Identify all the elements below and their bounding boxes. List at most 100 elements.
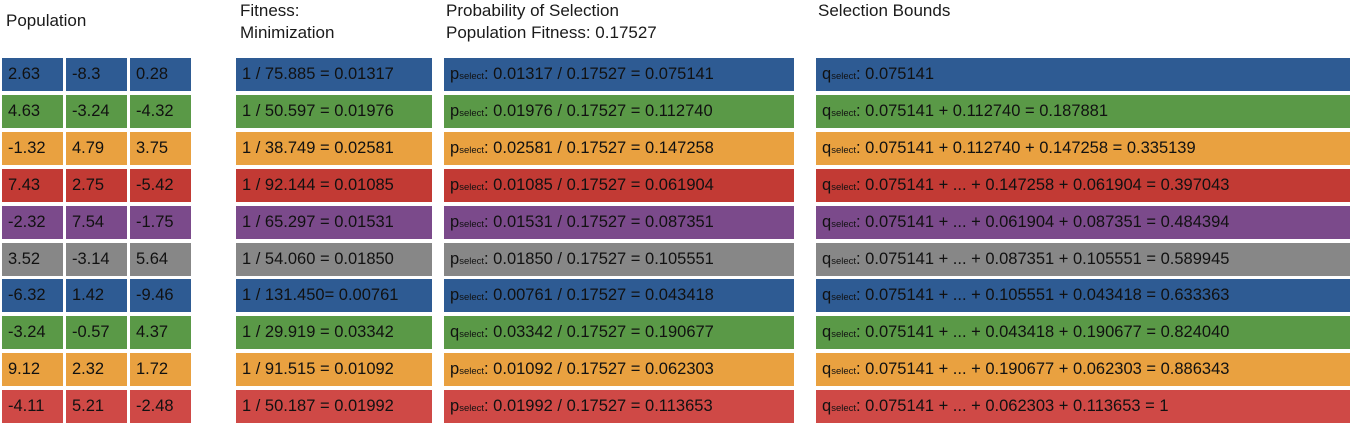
q-symbol: q (822, 176, 832, 194)
q-expression: : 0.075141 + ... + 0.061904 + 0.087351 =… (856, 213, 1230, 231)
q-symbol: q (822, 139, 832, 157)
p-subscript: select (459, 145, 485, 156)
population-value-cell: 0.28 (130, 58, 191, 91)
p-symbol: p (450, 250, 460, 268)
population-value-cell: -1.75 (130, 206, 191, 239)
p-expression: : 0.01976 / 0.17527 = 0.112740 (484, 102, 713, 120)
probability-cell: pselect: 0.01976 / 0.17527 = 0.112740 (444, 95, 794, 128)
q-subscript: select (831, 329, 857, 340)
p-subscript: select (459, 292, 485, 303)
fitness-cell: 1 / 92.144 = 0.01085 (236, 169, 432, 202)
population-value-cell: 4.79 (66, 132, 127, 165)
fitness-header-line2: Minimization (240, 23, 335, 42)
population-value-cell: -9.46 (130, 279, 191, 312)
p-expression: : 0.01092 / 0.17527 = 0.062303 (484, 360, 714, 378)
probability-cell: qselect: 0.03342 / 0.17527 = 0.190677 (444, 316, 794, 349)
bound-cell: qselect: 0.075141 + ... + 0.147258 + 0.0… (816, 169, 1350, 202)
bound-cell: qselect: 0.075141 + ... + 0.043418 + 0.1… (816, 316, 1350, 349)
p-expression: : 0.01992 / 0.17527 = 0.113653 (484, 397, 713, 415)
population-value-cell: -3.24 (2, 316, 63, 349)
p-symbol: p (450, 176, 460, 194)
population-value-cell: 1.72 (130, 353, 191, 386)
q-subscript: select (831, 403, 857, 414)
q-subscript: select (831, 292, 857, 303)
population-value-cell: -8.3 (66, 58, 127, 91)
probability-cell: pselect: 0.01085 / 0.17527 = 0.061904 (444, 169, 794, 202)
q-symbol: q (822, 102, 832, 120)
probability-header-line2: Population Fitness: 0.17527 (446, 23, 657, 42)
population-value-cell: -3.24 (66, 95, 127, 128)
q-symbol: q (822, 323, 832, 341)
fitness-cell: 1 / 50.597 = 0.01976 (236, 95, 432, 128)
p-expression: : 0.01531 / 0.17527 = 0.087351 (484, 213, 714, 231)
population-value-cell: -6.32 (2, 279, 63, 312)
probability-header-line1: Probability of Selection (446, 1, 619, 20)
p-subscript: select (459, 256, 485, 267)
q-subscript: select (831, 256, 857, 267)
bound-cell: qselect: 0.075141 + ... + 0.087351 + 0.1… (816, 243, 1350, 276)
q-expression: : 0.075141 + ... + 0.147258 + 0.061904 =… (856, 176, 1230, 194)
probability-cell: pselect: 0.02581 / 0.17527 = 0.147258 (444, 132, 794, 165)
fitness-cell: 1 / 29.919 = 0.03342 (236, 316, 432, 349)
table-row: -2.32 7.54 -1.75 1 / 65.297 = 0.01531 pselec… (0, 206, 1352, 239)
fitness-cell: 1 / 91.515 = 0.01092 (236, 353, 432, 386)
p-expression: : 0.03342 / 0.17527 = 0.190677 (484, 323, 714, 341)
p-subscript: select (459, 219, 485, 230)
table-row: 9.12 2.32 1.72 1 / 91.515 = 0.01092 pselect:… (0, 353, 1352, 386)
fitness-header-line1: Fitness: (240, 1, 300, 20)
q-expression: : 0.075141 + ... + 0.043418 + 0.190677 =… (856, 323, 1230, 341)
population-value-cell: 3.52 (2, 243, 63, 276)
bound-cell: qselect: 0.075141 + ... + 0.062303 + 0.1… (816, 390, 1350, 423)
q-symbol: q (822, 360, 832, 378)
population-value-cell: -4.32 (130, 95, 191, 128)
population-value-cell: -2.32 (2, 206, 63, 239)
p-subscript: select (459, 182, 485, 193)
fitness-cell: 1 / 75.885 = 0.01317 (236, 58, 432, 91)
population-value-cell: 7.54 (66, 206, 127, 239)
fitness-cell: 1 / 65.297 = 0.01531 (236, 206, 432, 239)
probability-cell: pselect: 0.00761 / 0.17527 = 0.043418 (444, 279, 794, 312)
table-row: 4.63 -3.24 -4.32 1 / 50.597 = 0.01976 pselec… (0, 95, 1352, 128)
probability-cell: pselect: 0.01531 / 0.17527 = 0.087351 (444, 206, 794, 239)
table-row: -1.32 4.79 3.75 1 / 38.749 = 0.02581 pselect… (0, 132, 1352, 165)
q-symbol: q (822, 213, 832, 231)
p-symbol: q (450, 323, 460, 341)
population-value-cell: 4.37 (130, 316, 191, 349)
fitness-cell: 1 / 54.060 = 0.01850 (236, 243, 432, 276)
population-value-cell: -1.32 (2, 132, 63, 165)
p-subscript: select (459, 108, 485, 119)
table-row: -6.32 1.42 -9.46 1 / 131.450= 0.00761 pselec… (0, 279, 1352, 312)
p-symbol: p (450, 360, 460, 378)
p-subscript: select (459, 403, 485, 414)
population-value-cell: -5.42 (130, 169, 191, 202)
p-symbol: p (450, 65, 460, 83)
probability-cell: pselect: 0.01992 / 0.17527 = 0.113653 (444, 390, 794, 423)
q-symbol: q (822, 250, 832, 268)
population-value-cell: 9.12 (2, 353, 63, 386)
p-expression: : 0.01850 / 0.17527 = 0.105551 (484, 250, 714, 268)
q-subscript: select (831, 145, 857, 156)
population-value-cell: 2.32 (66, 353, 127, 386)
p-symbol: p (450, 102, 460, 120)
population-value-cell: 2.63 (2, 58, 63, 91)
q-expression: : 0.075141 + ... + 0.062303 + 0.113653 =… (856, 397, 1169, 415)
p-symbol: p (450, 139, 460, 157)
probability-cell: pselect: 0.01317 / 0.17527 = 0.075141 (444, 58, 794, 91)
table-row: 7.43 2.75 -5.42 1 / 92.144 = 0.01085 pselect… (0, 169, 1352, 202)
population-value-cell: -0.57 (66, 316, 127, 349)
population-value-cell: 5.64 (130, 243, 191, 276)
bound-cell: qselect: 0.075141 + ... + 0.061904 + 0.0… (816, 206, 1350, 239)
q-symbol: q (822, 65, 832, 83)
population-value-cell: 5.21 (66, 390, 127, 423)
table-row: 3.52 -3.14 5.64 1 / 54.060 = 0.01850 pselect… (0, 243, 1352, 276)
table-row: 2.63 -8.3 0.28 1 / 75.885 = 0.01317 pselect:… (0, 58, 1352, 91)
population-value-cell: -3.14 (66, 243, 127, 276)
q-subscript: select (831, 182, 857, 193)
population-value-cell: -4.11 (2, 390, 63, 423)
population-value-cell: 1.42 (66, 279, 127, 312)
population-value-cell: 3.75 (130, 132, 191, 165)
q-expression: : 0.075141 + ... + 0.190677 + 0.062303 =… (856, 360, 1230, 378)
probability-cell: pselect: 0.01850 / 0.17527 = 0.105551 (444, 243, 794, 276)
table-row: -3.24 -0.57 4.37 1 / 29.919 = 0.03342 qselec… (0, 316, 1352, 349)
population-value-cell: -2.48 (130, 390, 191, 423)
